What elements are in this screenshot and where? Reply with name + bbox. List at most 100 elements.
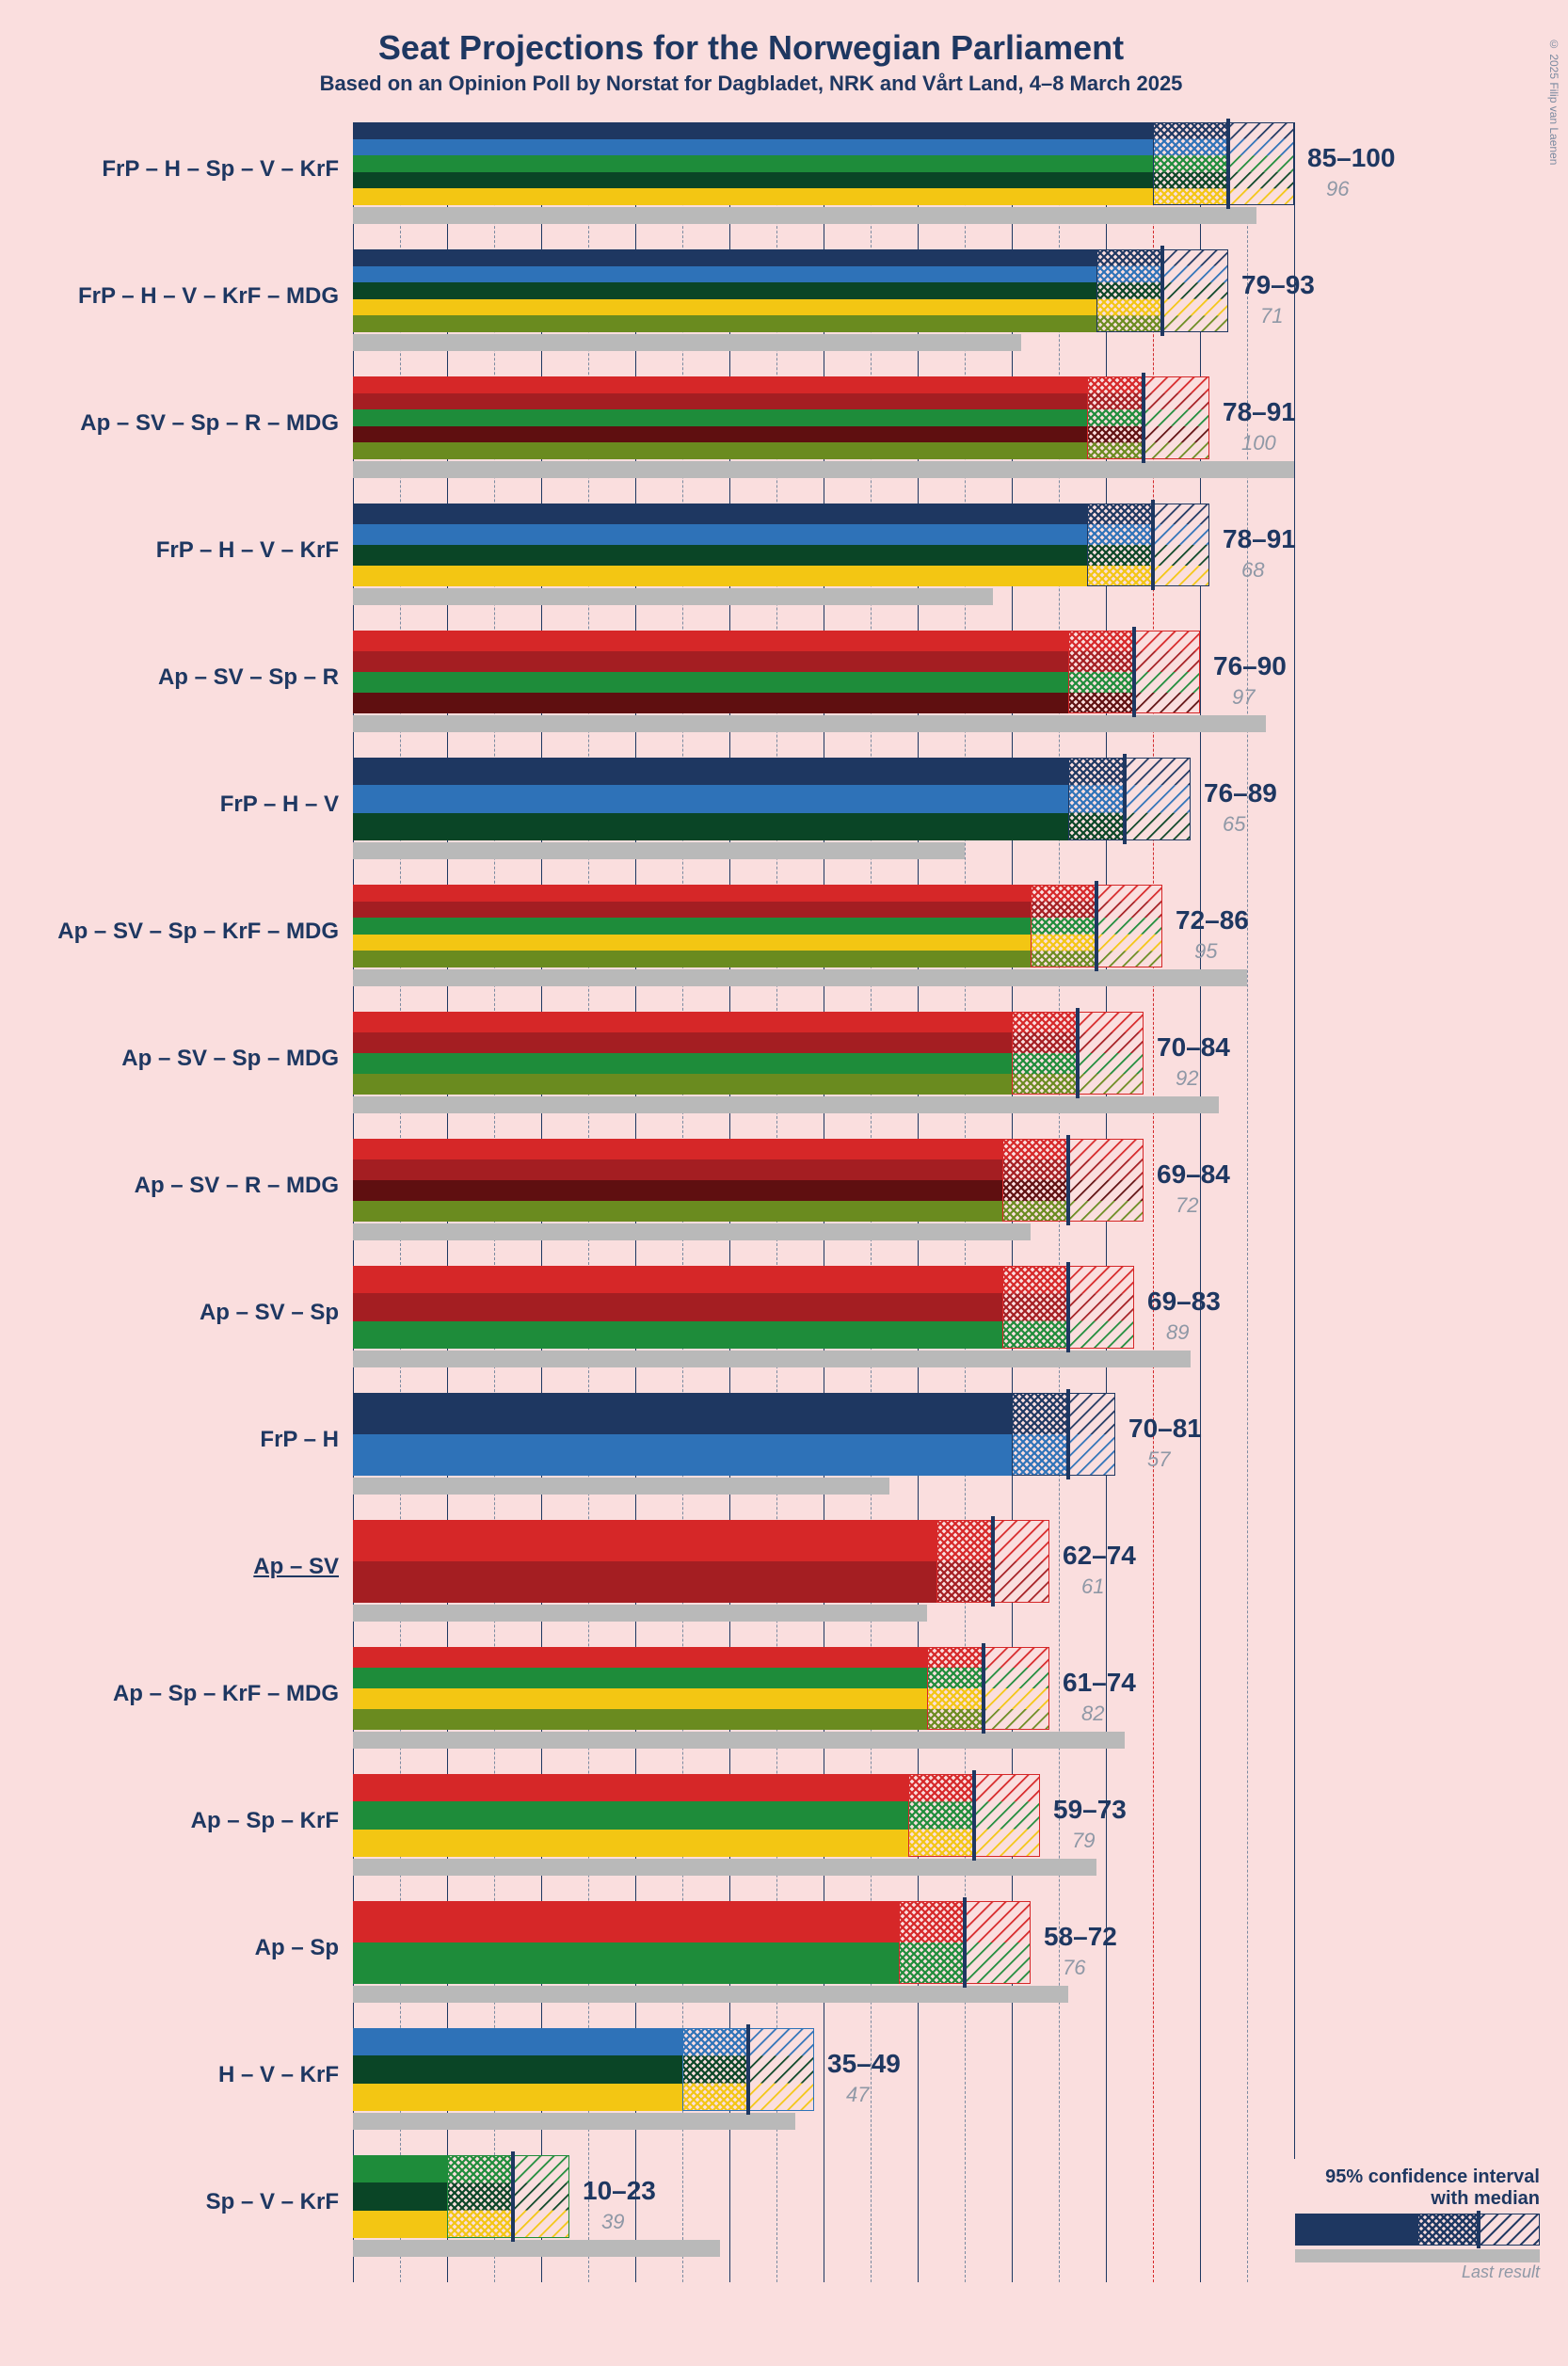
chart-legend: 95% confidence interval with median — [1284, 2159, 1540, 2282]
range-label: 72–86 — [1176, 905, 1249, 935]
last-result-label: 57 — [1128, 1447, 1202, 1472]
coalition-row: Ap – SV – Sp – KrF – MDG72–8695 — [38, 885, 1464, 1012]
last-result-label: 61 — [1063, 1575, 1136, 1599]
last-result-label: 97 — [1213, 685, 1287, 710]
value-label-group: 78–9168 — [1223, 504, 1296, 558]
median-marker — [1066, 1262, 1070, 1352]
attribution-text: © 2025 Filip van Laenen — [1547, 38, 1560, 165]
value-label-group: 76–9097 — [1213, 631, 1287, 685]
last-result-label: 96 — [1307, 177, 1395, 201]
confidence-interval-box — [1153, 122, 1294, 205]
coalition-row: Ap – Sp – KrF – MDG61–7482 — [38, 1647, 1464, 1774]
coalition-row: Ap – SV – R – MDG69–8472 — [38, 1139, 1464, 1266]
legend-last-bar — [1295, 2249, 1540, 2262]
value-label-group: 69–8472 — [1157, 1139, 1230, 1193]
coalition-label: FrP – H — [38, 1393, 339, 1487]
median-marker — [1226, 119, 1230, 209]
median-marker — [1151, 500, 1155, 590]
value-label-group: 85–10096 — [1307, 122, 1395, 177]
coalition-row: Ap – Sp – KrF59–7379 — [38, 1774, 1464, 1901]
last-result-label: 100 — [1223, 431, 1296, 456]
party-stripe — [353, 1393, 1115, 1434]
value-label-group: 58–7276 — [1044, 1901, 1117, 1956]
range-label: 35–49 — [827, 2049, 901, 2079]
confidence-interval-box — [927, 1647, 1049, 1730]
last-result-bar — [353, 207, 1256, 224]
last-result-bar — [353, 1096, 1219, 1113]
value-label-group: 70–8492 — [1157, 1012, 1230, 1066]
coalition-plot: 70–8492 — [353, 1012, 1332, 1139]
median-marker — [972, 1770, 976, 1861]
median-marker — [1066, 1389, 1070, 1479]
coalition-plot: 58–72 76 — [353, 1901, 1332, 2028]
range-label: 62–74 — [1063, 1541, 1136, 1571]
median-marker — [1066, 1135, 1070, 1225]
coalition-label: Ap – SV – Sp – R – MDG — [38, 376, 339, 471]
coalition-row: FrP – H – Sp – V – KrF85–10096 — [38, 122, 1464, 249]
coalition-plot: 85–10096 — [353, 122, 1332, 249]
coalition-label: Sp – V – KrF — [38, 2155, 339, 2249]
coalition-row: Ap – SV – Sp – R76–9097 — [38, 631, 1464, 758]
last-result-label: 68 — [1223, 558, 1296, 583]
median-marker — [1095, 881, 1098, 971]
chart-subtitle: Based on an Opinion Poll by Norstat for … — [38, 72, 1464, 96]
last-result-bar — [353, 969, 1247, 986]
coalition-color-bars — [353, 1520, 1332, 1603]
last-result-bar — [353, 1351, 1191, 1367]
range-label: 59–73 — [1053, 1795, 1127, 1825]
coalition-row: FrP – H – V – KrF – MDG 79–9371 — [38, 249, 1464, 376]
party-stripe — [353, 504, 1209, 524]
range-label: 69–84 — [1157, 1159, 1230, 1190]
coalition-plot: 35–4947 — [353, 2028, 1332, 2155]
last-result-label: 39 — [583, 2210, 656, 2234]
coalition-plot: 62–74 61 — [353, 1520, 1332, 1647]
confidence-interval-box — [1002, 1139, 1144, 1222]
coalition-label: H – V – KrF — [38, 2028, 339, 2122]
value-label-group: 10–2339 — [583, 2155, 656, 2210]
value-label-group: 62–7461 — [1063, 1520, 1136, 1575]
coalition-row: Ap – SV – Sp – R – MDG78–91100 — [38, 376, 1464, 504]
median-marker — [963, 1897, 967, 1988]
last-result-label: 76 — [1044, 1956, 1117, 1980]
range-label: 10–23 — [583, 2176, 656, 2206]
coalition-plot: 72–8695 — [353, 885, 1332, 1012]
coalition-plot: 69–84 72 — [353, 1139, 1332, 1266]
coalition-label: FrP – H – V – KrF — [38, 504, 339, 598]
party-stripe — [353, 524, 1209, 545]
coalition-label: Ap – SV — [38, 1520, 339, 1614]
median-marker — [1123, 754, 1127, 844]
party-stripe — [353, 426, 1209, 443]
coalition-label: Ap – SV – Sp — [38, 1266, 339, 1360]
range-label: 85–100 — [1307, 143, 1395, 173]
coalition-plot: 59–7379 — [353, 1774, 1332, 1901]
coalition-plot: 76–9097 — [353, 631, 1332, 758]
median-marker — [746, 2024, 750, 2115]
median-marker — [1142, 373, 1145, 463]
confidence-interval-box — [1087, 376, 1209, 459]
median-marker — [1076, 1008, 1080, 1098]
value-label-group: 69–8389 — [1147, 1266, 1221, 1320]
party-stripe — [353, 376, 1209, 393]
legend-bar-sample — [1295, 2214, 1540, 2246]
value-label-group: 79–9371 — [1241, 249, 1315, 304]
coalition-plot: 10–23 39 — [353, 2155, 1332, 2282]
coalition-plot: 69–8389 — [353, 1266, 1332, 1393]
coalition-label: Ap – Sp — [38, 1901, 339, 1995]
range-label: 58–72 — [1044, 1922, 1117, 1952]
value-label-group: 61–7482 — [1063, 1647, 1136, 1702]
coalition-label: FrP – H – V – KrF – MDG — [38, 249, 339, 344]
median-marker — [982, 1643, 985, 1734]
legend-ci-label-1: 95% confidence interval — [1295, 2166, 1540, 2188]
last-result-bar — [353, 715, 1266, 732]
range-label: 78–91 — [1223, 524, 1296, 554]
party-stripe — [353, 813, 1191, 840]
range-label: 70–84 — [1157, 1032, 1230, 1063]
last-result-bar — [353, 1605, 927, 1622]
coalition-row: FrP – H – V – KrF78–9168 — [38, 504, 1464, 631]
last-result-bar — [353, 2240, 720, 2257]
last-result-label: 72 — [1157, 1193, 1230, 1218]
last-result-bar — [353, 334, 1021, 351]
party-stripe — [353, 545, 1209, 566]
last-result-label: 71 — [1241, 304, 1315, 328]
coalition-color-bars — [353, 1901, 1332, 1984]
